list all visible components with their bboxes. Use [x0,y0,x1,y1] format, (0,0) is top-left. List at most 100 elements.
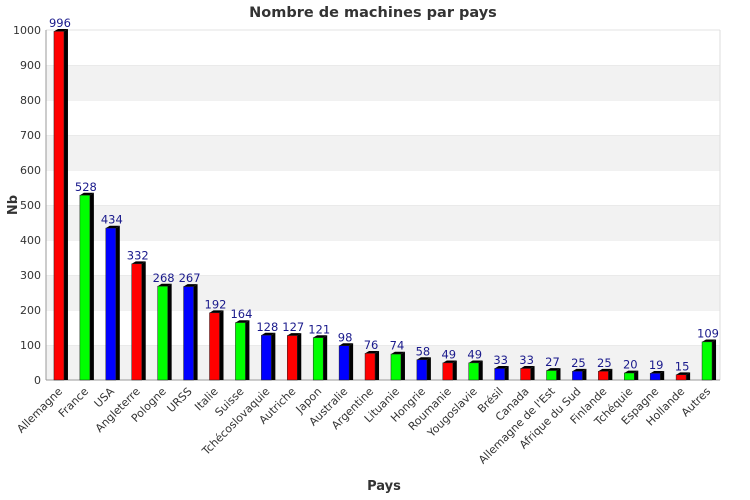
data-label: 76 [364,338,379,352]
bar[interactable] [287,335,298,381]
bar-top [546,368,561,371]
data-label: 25 [571,356,586,370]
data-label: 27 [545,355,560,369]
data-label: 192 [205,297,227,311]
y-tick-label: 1000 [13,24,41,37]
bar[interactable] [364,353,376,381]
bar[interactable] [520,368,531,381]
bar[interactable] [701,341,713,381]
grid-band [46,65,720,100]
bar-top [79,192,94,196]
data-label: 25 [597,356,612,370]
data-label: 58 [416,344,431,358]
y-axis-ticks: 0 100 200 300 400 500 600 700 800 900 1000 [13,24,41,387]
bar[interactable] [390,353,402,381]
bar-shadow [349,343,354,380]
bar-shadow [89,192,94,380]
bar[interactable] [79,194,91,381]
bar[interactable] [157,285,168,381]
bar-top [235,320,250,323]
data-label: 267 [179,271,201,285]
bar-top [468,360,483,363]
bar-shadow [271,332,276,380]
bar-shadow [323,335,328,380]
bar[interactable] [209,312,220,381]
data-label: 109 [697,326,719,340]
y-tick-label: 700 [20,129,41,142]
bar-shadow [426,357,431,380]
bar-top [494,366,509,369]
bar[interactable] [572,371,583,381]
y-tick-label: 800 [20,94,41,107]
bar[interactable] [338,345,350,381]
bar-top [287,333,302,336]
bar[interactable] [675,374,687,381]
bar[interactable] [598,371,609,381]
bar-shadow [556,368,561,380]
bar-top [339,343,354,346]
bar-shadow [141,261,146,380]
bar[interactable] [442,362,454,381]
bar-top [598,368,613,372]
grid-band [46,310,720,345]
data-label: 996 [49,16,71,30]
bar-top [105,225,120,229]
grid-band [46,275,720,310]
bar-top [572,368,587,372]
x-tick-label: Autres [679,385,714,420]
bar-shadow [478,360,483,380]
bar[interactable] [468,362,479,381]
bar-top [131,261,146,264]
bar-top [650,370,665,374]
bar-top [416,357,431,360]
bar-shadow [634,370,639,380]
grid-band [46,240,720,275]
bar-top [624,370,639,373]
bar-shadow [686,372,691,380]
grid-band [46,205,720,240]
bar-shadow [530,366,535,380]
y-tick-label: 100 [20,339,41,352]
bar[interactable] [183,286,194,381]
bar-shadow [504,366,509,380]
bar-shadow [297,333,302,380]
bar-top [702,339,717,342]
bar-shadow [608,368,613,380]
bar[interactable] [494,368,505,381]
bar[interactable] [416,359,428,381]
bar-top [157,283,172,287]
data-label: 15 [675,359,690,373]
bar[interactable] [624,372,635,381]
data-label: 332 [127,248,149,262]
data-label: 121 [308,322,330,336]
bar[interactable] [53,31,65,381]
bar[interactable] [261,334,272,381]
grid-band [46,100,720,135]
y-tick-label: 500 [20,199,41,212]
data-label: 20 [623,358,638,372]
data-label: 33 [519,353,534,367]
bar[interactable] [649,373,661,381]
bar[interactable] [546,370,557,381]
grid-band [46,170,720,205]
bar[interactable] [235,322,246,381]
data-label: 98 [338,330,353,344]
data-label: 74 [390,339,405,353]
bar-shadow [193,284,198,380]
bar-shadow [712,339,717,380]
bar-shadow [375,351,380,380]
bar-shadow [63,29,68,380]
bar[interactable] [131,263,142,381]
data-label: 49 [467,347,482,361]
data-label: 19 [649,358,664,372]
bar-top [53,29,68,32]
bar[interactable] [312,337,324,381]
x-tick-label: France [56,385,91,420]
chart-title: Nombre de machines par pays [249,5,497,21]
data-label: 164 [230,307,252,321]
y-axis-title: Nb [6,195,21,215]
bar-shadow [582,368,587,380]
bar[interactable] [105,227,117,381]
